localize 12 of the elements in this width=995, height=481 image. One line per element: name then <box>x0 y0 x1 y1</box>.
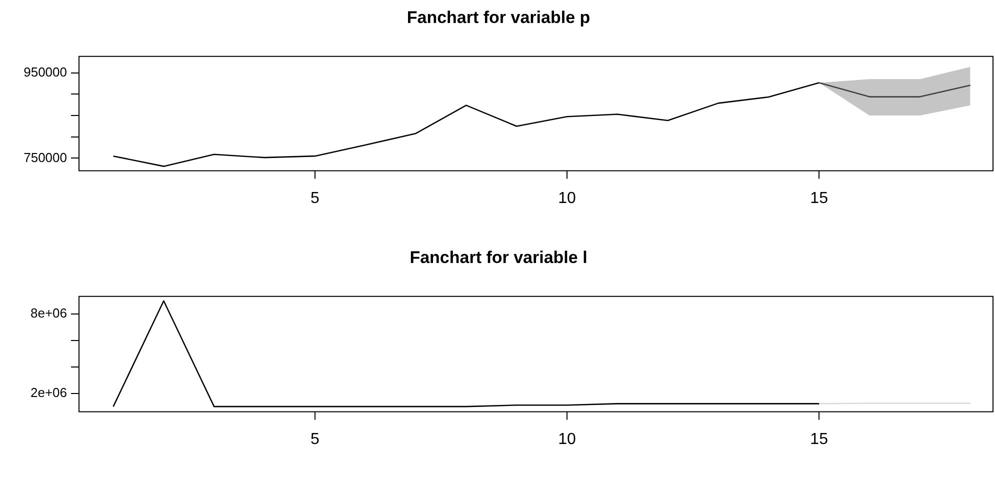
y-tick-label: 750000 <box>24 150 67 165</box>
x-tick-label: 10 <box>558 430 576 448</box>
chart-title: Fanchart for variable l <box>410 248 588 267</box>
y-tick-label: 950000 <box>24 64 67 80</box>
x-tick-label: 15 <box>810 430 828 448</box>
x-tick-label: 5 <box>310 430 320 448</box>
x-tick-label: 15 <box>810 190 828 207</box>
x-tick-label: 10 <box>558 190 576 207</box>
y-tick-label: 8e+06 <box>30 306 67 321</box>
chart-title: Fanchart for variable p <box>406 8 590 27</box>
x-tick-label: 5 <box>310 190 320 207</box>
y-tick-label: 2e+06 <box>30 384 67 400</box>
